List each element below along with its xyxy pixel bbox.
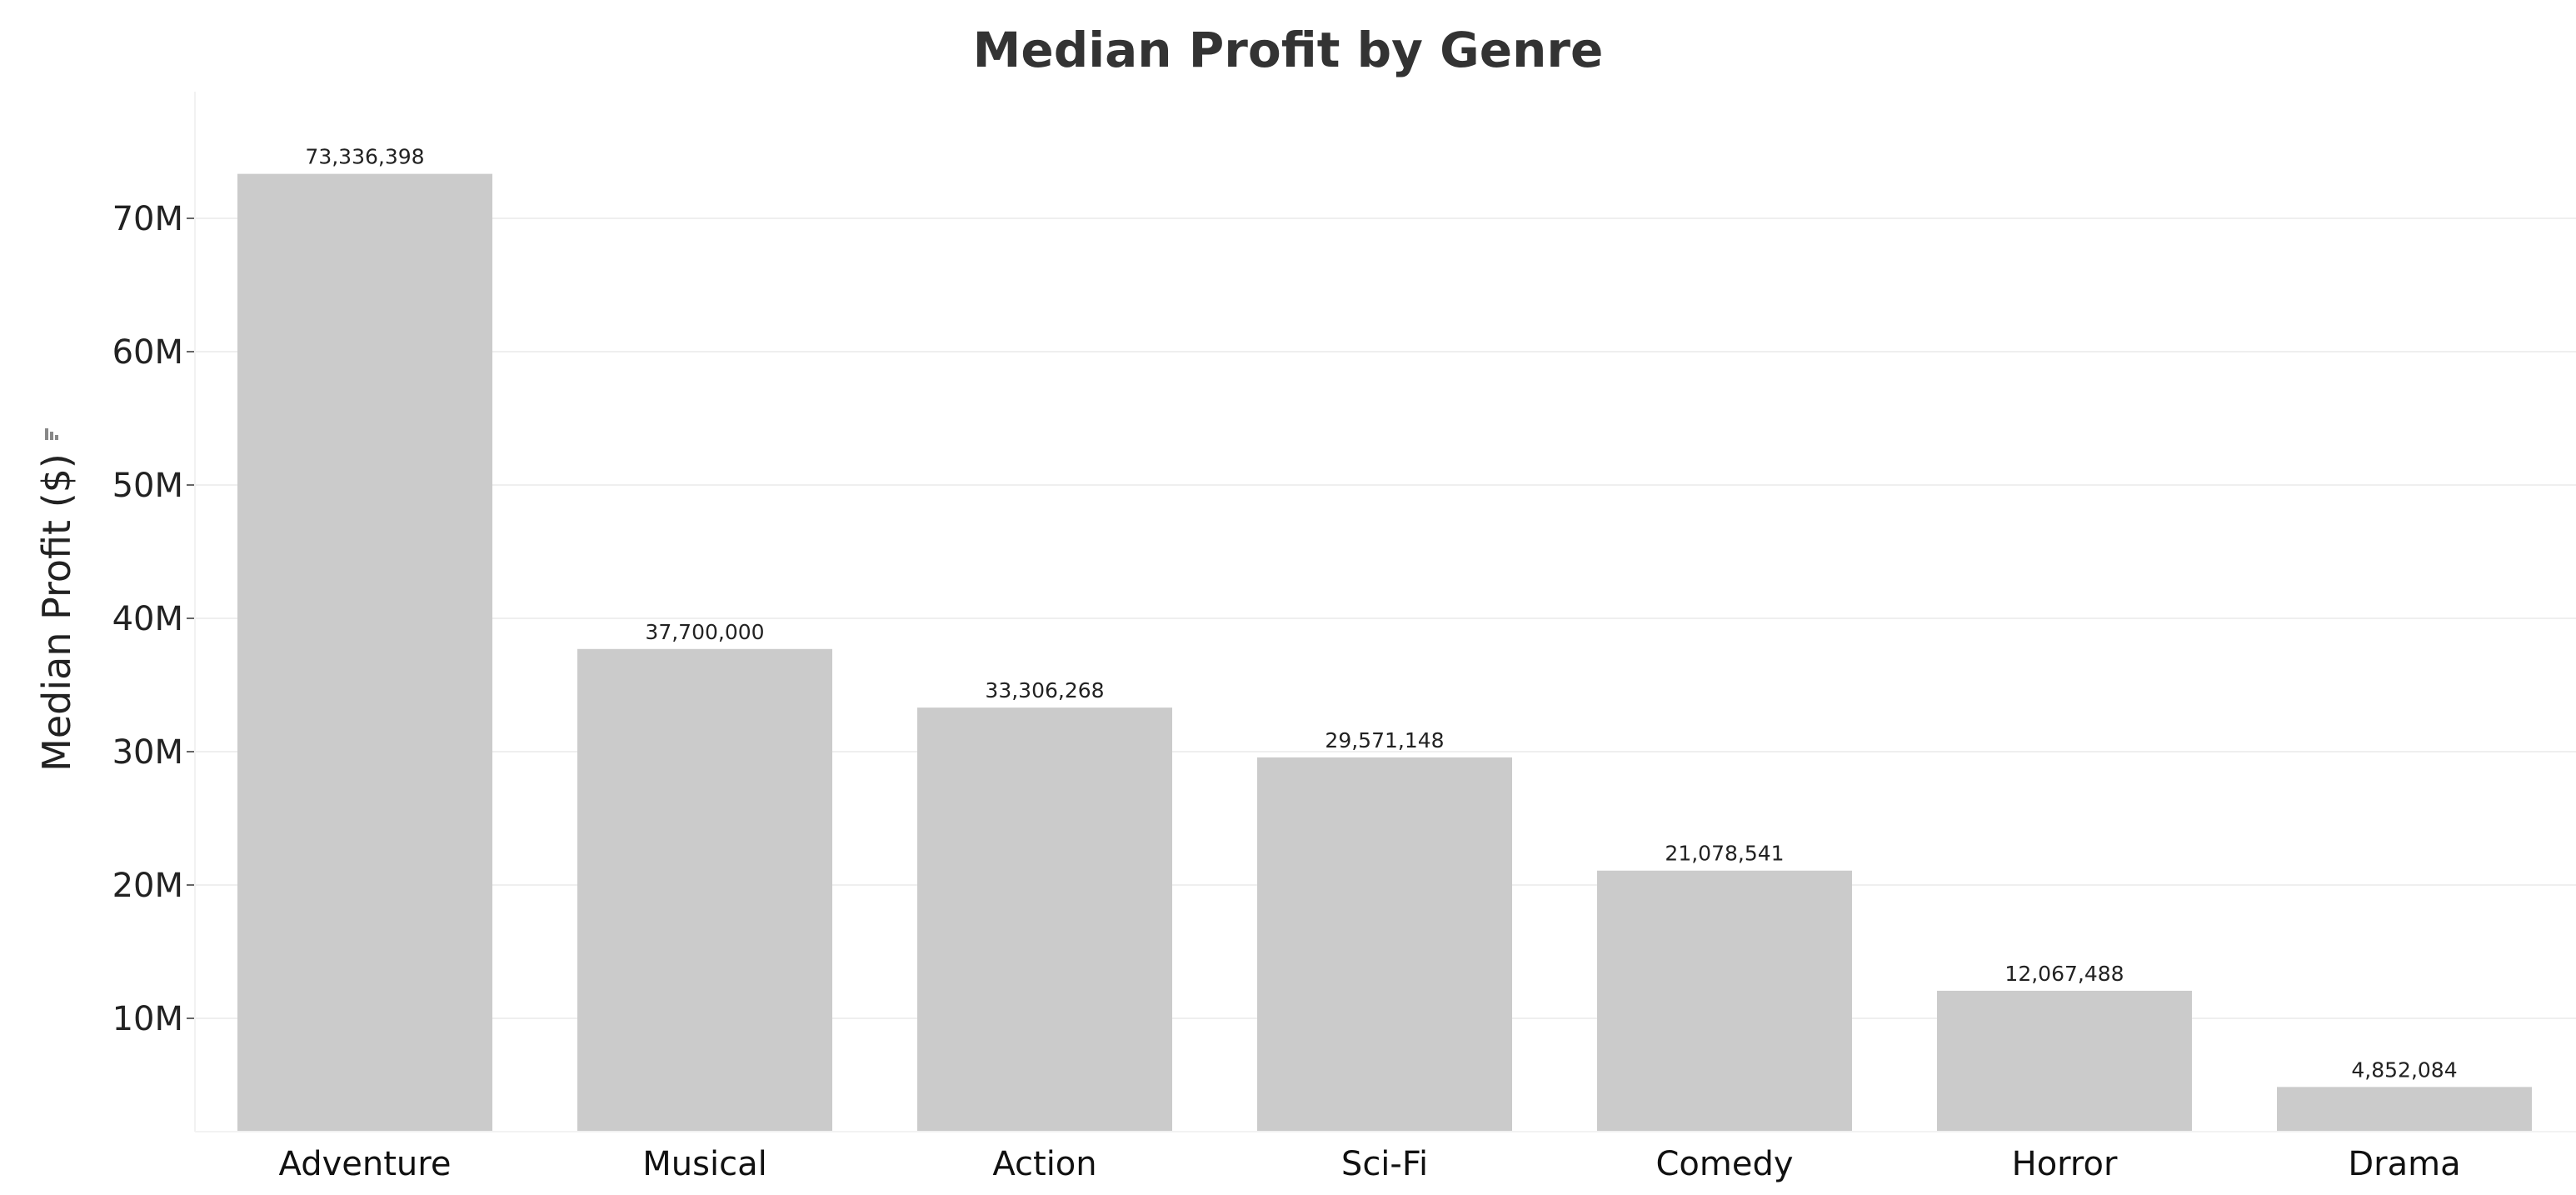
bar-musical[interactable] [577, 648, 832, 1132]
bar-adventure[interactable] [237, 173, 492, 1132]
x-tick-label: Horror [2012, 1145, 2118, 1183]
y-tick-label: 10M [112, 1000, 183, 1038]
data-labels: 73,336,398 37,700,000 33,306,268 29,571,148… [305, 145, 2457, 1082]
y-axis-label: Median Profit ($) [34, 453, 79, 772]
sort-indicator-icon[interactable] [45, 428, 58, 440]
bar-action[interactable] [917, 708, 1172, 1132]
bar-sci-fi[interactable] [1257, 757, 1512, 1132]
x-tick-label: Adventure [279, 1145, 452, 1183]
y-tick-label: 70M [112, 200, 183, 238]
x-tick-label: Action [992, 1145, 1096, 1183]
x-tick-label: Musical [642, 1145, 766, 1183]
chart-title: Median Profit by Genre [973, 22, 1604, 78]
y-axis: 10M 20M 30M 40M 50M 60M 70M [112, 92, 2576, 1132]
bar-drama[interactable] [2277, 1087, 2532, 1132]
y-tick-label: 60M [112, 333, 183, 372]
data-label: 21,078,541 [1665, 842, 1784, 866]
bars [237, 173, 2532, 1132]
data-label: 33,306,268 [985, 678, 1104, 702]
y-tick-label: 20M [112, 867, 183, 905]
bar-comedy[interactable] [1597, 870, 1852, 1132]
data-label: 73,336,398 [305, 145, 424, 169]
y-tick-label: 50M [112, 467, 183, 505]
x-tick-label: Sci-Fi [1341, 1145, 1428, 1183]
data-label: 37,700,000 [645, 620, 764, 644]
data-label: 12,067,488 [2004, 962, 2124, 986]
bar-horror[interactable] [1937, 990, 2192, 1132]
y-tick-label: 30M [112, 733, 183, 772]
y-tick-label: 40M [112, 600, 183, 638]
data-label: 4,852,084 [2351, 1058, 2457, 1082]
x-tick-label: Drama [2348, 1145, 2460, 1183]
x-tick-label: Comedy [1655, 1145, 1793, 1183]
x-axis: Adventure Musical Action Sci-Fi Comedy Horror… [279, 1145, 2461, 1183]
data-label: 29,571,148 [1325, 728, 1444, 752]
